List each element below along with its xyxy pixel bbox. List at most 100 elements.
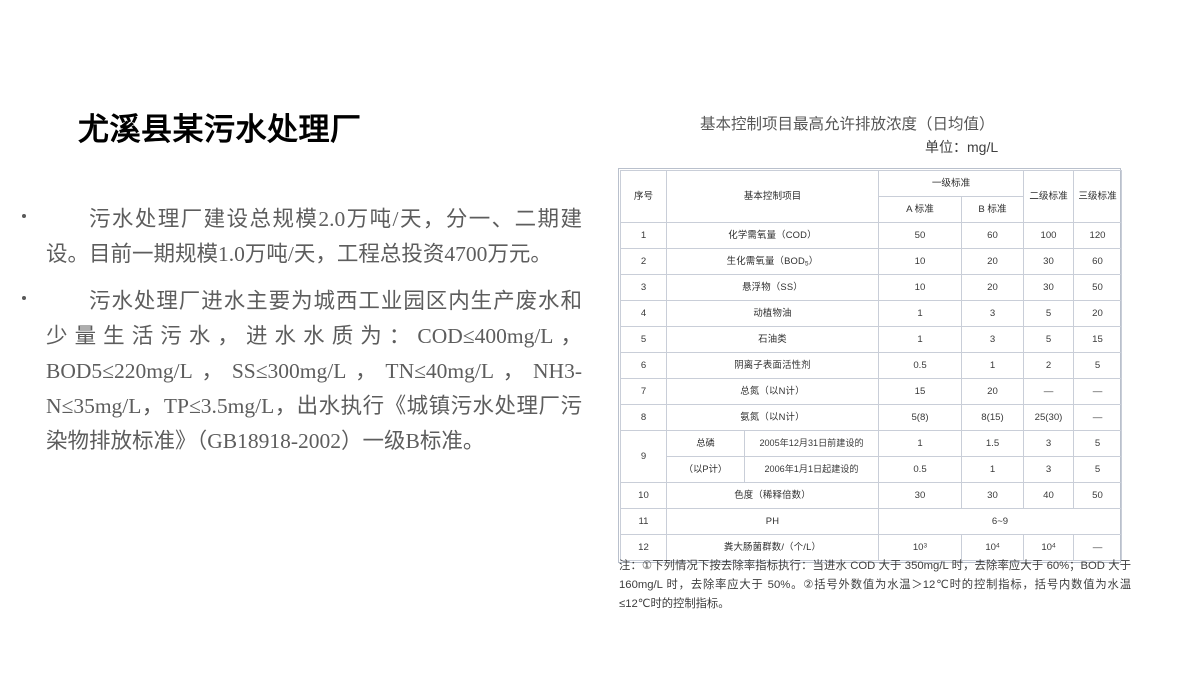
cell-grade1b: 8(15) [961, 404, 1024, 431]
cell-item: 石油类 [666, 326, 879, 353]
cell-grade1a: 15 [878, 378, 962, 405]
table-head: 序号 基本控制项目 一级标准 二级标准 三级标准 A 标准 B 标准 [620, 170, 1122, 223]
cell-grade1a: 10 [878, 248, 962, 275]
cell-item: 悬浮物（SS） [666, 274, 879, 301]
table-row: 6 阴离子表面活性剂 0.5 1 2 5 [620, 352, 1122, 379]
table-footnote: 注：①下列情况下按去除率指标执行：当进水 COD 大于 350mg/L 时，去除… [619, 560, 1131, 610]
cell-item: 化学需氧量（COD） [666, 222, 879, 249]
table-row: 12 粪大肠菌群数/（个/L） 103 104 104 — [620, 534, 1122, 561]
cell-grade1a: 1 [878, 300, 962, 327]
power-exponent: 4 [996, 542, 1000, 550]
cell-grade2: 40 [1023, 482, 1074, 509]
cell-no: 10 [620, 482, 667, 509]
power-base: 10 [1041, 541, 1053, 553]
page-title: 尤溪县某污水处理厂 [78, 112, 362, 147]
bullet-dot-icon [22, 296, 26, 300]
cell-item: 粪大肠菌群数/（个/L） [666, 534, 879, 561]
cell-grade1a: 1 [878, 326, 962, 353]
header-grade1: 一级标准 [878, 170, 1024, 197]
bullet-dot-icon [22, 214, 26, 218]
cell-condition: 2006年1月1日起建设的 [744, 456, 879, 483]
cell-item: 生化需氧量（BOD5） [666, 248, 879, 275]
cell-no: 7 [620, 378, 667, 405]
cell-grade1a: 50 [878, 222, 962, 249]
body-text-block: 污水处理厂建设总规模2.0万吨/天，分一、二期建设。目前一期规模1.0万吨/天，… [12, 202, 582, 471]
cell-grade3: 120 [1073, 222, 1122, 249]
bullet-item: 污水处理厂进水主要为城西工业园区内生产废水和少量生活污水，进水水质为：COD≤4… [12, 284, 582, 459]
table-row: 4 动植物油 1 3 5 20 [620, 300, 1122, 327]
table-row: 10 色度（稀释倍数） 30 30 40 50 [620, 482, 1122, 509]
cell-item-label-bottom: （以P计） [666, 456, 745, 483]
cell-grade1b: 20 [961, 378, 1024, 405]
left-content-column: 尤溪县某污水处理厂 污水处理厂建设总规模2.0万吨/天，分一、二期建设。目前一期… [12, 112, 582, 471]
cell-grade3: 60 [1073, 248, 1122, 275]
cell-grade1b: 3 [961, 326, 1024, 353]
cell-no: 5 [620, 326, 667, 353]
standards-table: 序号 基本控制项目 一级标准 二级标准 三级标准 A 标准 B 标准 1 化学需… [620, 170, 1122, 561]
bullet-item: 污水处理厂建设总规模2.0万吨/天，分一、二期建设。目前一期规模1.0万吨/天，… [12, 202, 582, 272]
cell-item-label-top: 总磷 [666, 430, 745, 457]
power-exponent: 3 [923, 542, 928, 550]
cell-grade3: 5 [1073, 456, 1122, 483]
cell-grade3: 5 [1073, 352, 1122, 379]
cell-grade1a: 5(8) [878, 404, 962, 431]
cell-grade3: 20 [1073, 300, 1122, 327]
table-row-9b: （以P计） 2006年1月1日起建设的 0.5 1 3 5 [621, 456, 1122, 483]
cell-item: 氨氮（以N计） [666, 404, 879, 431]
cell-grade1a: 0.5 [878, 352, 962, 379]
cell-grade1b: 1 [961, 352, 1024, 379]
cell-grade3: — [1073, 534, 1122, 561]
cell-grade1a: 103 [878, 534, 962, 561]
cell-grade2: 5 [1023, 326, 1074, 353]
table-row: 5 石油类 1 3 5 15 [620, 326, 1122, 353]
cell-grade2: 3 [1023, 430, 1074, 457]
header-grade2: 二级标准 [1023, 170, 1074, 223]
power-exponent: 4 [1052, 542, 1056, 550]
header-grade1-a: A 标准 [878, 196, 962, 223]
cell-grade3: 5 [1073, 430, 1122, 457]
cell-no: 4 [620, 300, 667, 327]
header-grade3: 三级标准 [1073, 170, 1122, 223]
table-body: 1 化学需氧量（COD） 50 60 100 120 2 生化需氧量（BOD5）… [620, 222, 1122, 561]
cell-grade1b: 20 [961, 274, 1024, 301]
cell-grade1a: 0.5 [878, 456, 962, 483]
cell-grade3: 15 [1073, 326, 1122, 353]
cell-grade2: 3 [1023, 456, 1074, 483]
bullet-paragraph-2: 污水处理厂进水主要为城西工业园区内生产废水和少量生活污水，进水水质为：COD≤4… [46, 289, 582, 453]
right-table-column: 基本控制项目最高允许排放浓度（日均值） 单位：mg/L 序号 基本控制项目 一级… [600, 0, 1200, 675]
bullet-paragraph-1: 污水处理厂建设总规模2.0万吨/天，分一、二期建设。目前一期规模1.0万吨/天，… [46, 207, 582, 266]
table-caption: 基本控制项目最高允许排放浓度（日均值） [700, 116, 995, 133]
cell-no: 1 [620, 222, 667, 249]
cell-no: 12 [620, 534, 667, 561]
cell-grade1b: 20 [961, 248, 1024, 275]
cell-grade1b: 1 [961, 456, 1024, 483]
cell-grade2: 30 [1023, 248, 1074, 275]
cell-item: 总氮（以N计） [666, 378, 879, 405]
cell-grade1a: 30 [878, 482, 962, 509]
cell-grade1a: 10 [878, 274, 962, 301]
cell-no: 8 [620, 404, 667, 431]
cell-grade2: 5 [1023, 300, 1074, 327]
table-row-9a: 9 总磷 2005年12月31日前建设的 1 1.5 3 5 [620, 430, 1122, 483]
cell-grade3: — [1073, 404, 1122, 431]
cell-grade1b: 60 [961, 222, 1024, 249]
header-grade1-b: B 标准 [961, 196, 1024, 223]
cell-ph-range: 6~9 [878, 508, 1122, 535]
table-row: 7 总氮（以N计） 15 20 — — [620, 378, 1122, 405]
table-row: 1 化学需氧量（COD） 50 60 100 120 [620, 222, 1122, 249]
cell-grade2: 104 [1023, 534, 1074, 561]
cell-item: 色度（稀释倍数） [666, 482, 879, 509]
cell-grade3: 50 [1073, 482, 1122, 509]
table-header-row-1: 序号 基本控制项目 一级标准 二级标准 三级标准 [620, 170, 1122, 223]
header-no: 序号 [620, 170, 667, 223]
table-unit-line: 单位：mg/L [925, 137, 998, 157]
table-row: 3 悬浮物（SS） 10 20 30 50 [620, 274, 1122, 301]
cell-grade2: 100 [1023, 222, 1074, 249]
unit-label: 单位： [925, 141, 967, 156]
cell-grade1b: 104 [961, 534, 1024, 561]
cell-grade2: — [1023, 378, 1074, 405]
bod-subscript: 5 [805, 260, 809, 268]
unit-value: mg/L [967, 139, 999, 155]
cell-grade3: 50 [1073, 274, 1122, 301]
cell-item: 阴离子表面活性剂 [666, 352, 879, 379]
